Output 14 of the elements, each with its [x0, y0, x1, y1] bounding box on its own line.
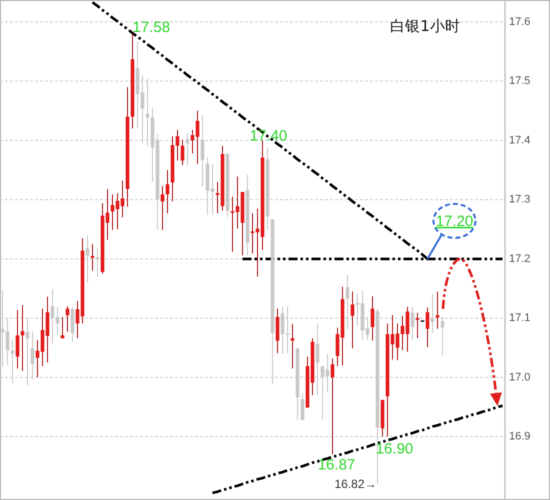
y-tick-label: 17.3 [509, 194, 530, 206]
y-tick-label: 17.0 [509, 371, 530, 384]
y-tick-label: 17.6 [509, 16, 530, 28]
y-tick-label: 17.5 [509, 75, 530, 88]
annotation: 16.87 [318, 456, 356, 474]
annotation: 16.82→ [334, 477, 376, 492]
annotation: 17.58 [132, 18, 170, 36]
annotation: 16.90 [376, 440, 414, 458]
y-tick-label: 17.4 [509, 134, 530, 146]
y-tick-label: 17.2 [509, 252, 530, 265]
annotation: 17.20 [436, 212, 474, 230]
y-tick-label: 16.9 [509, 430, 530, 443]
y-tick-label: 17.1 [509, 312, 530, 324]
text: 白银1小时 [390, 17, 460, 35]
